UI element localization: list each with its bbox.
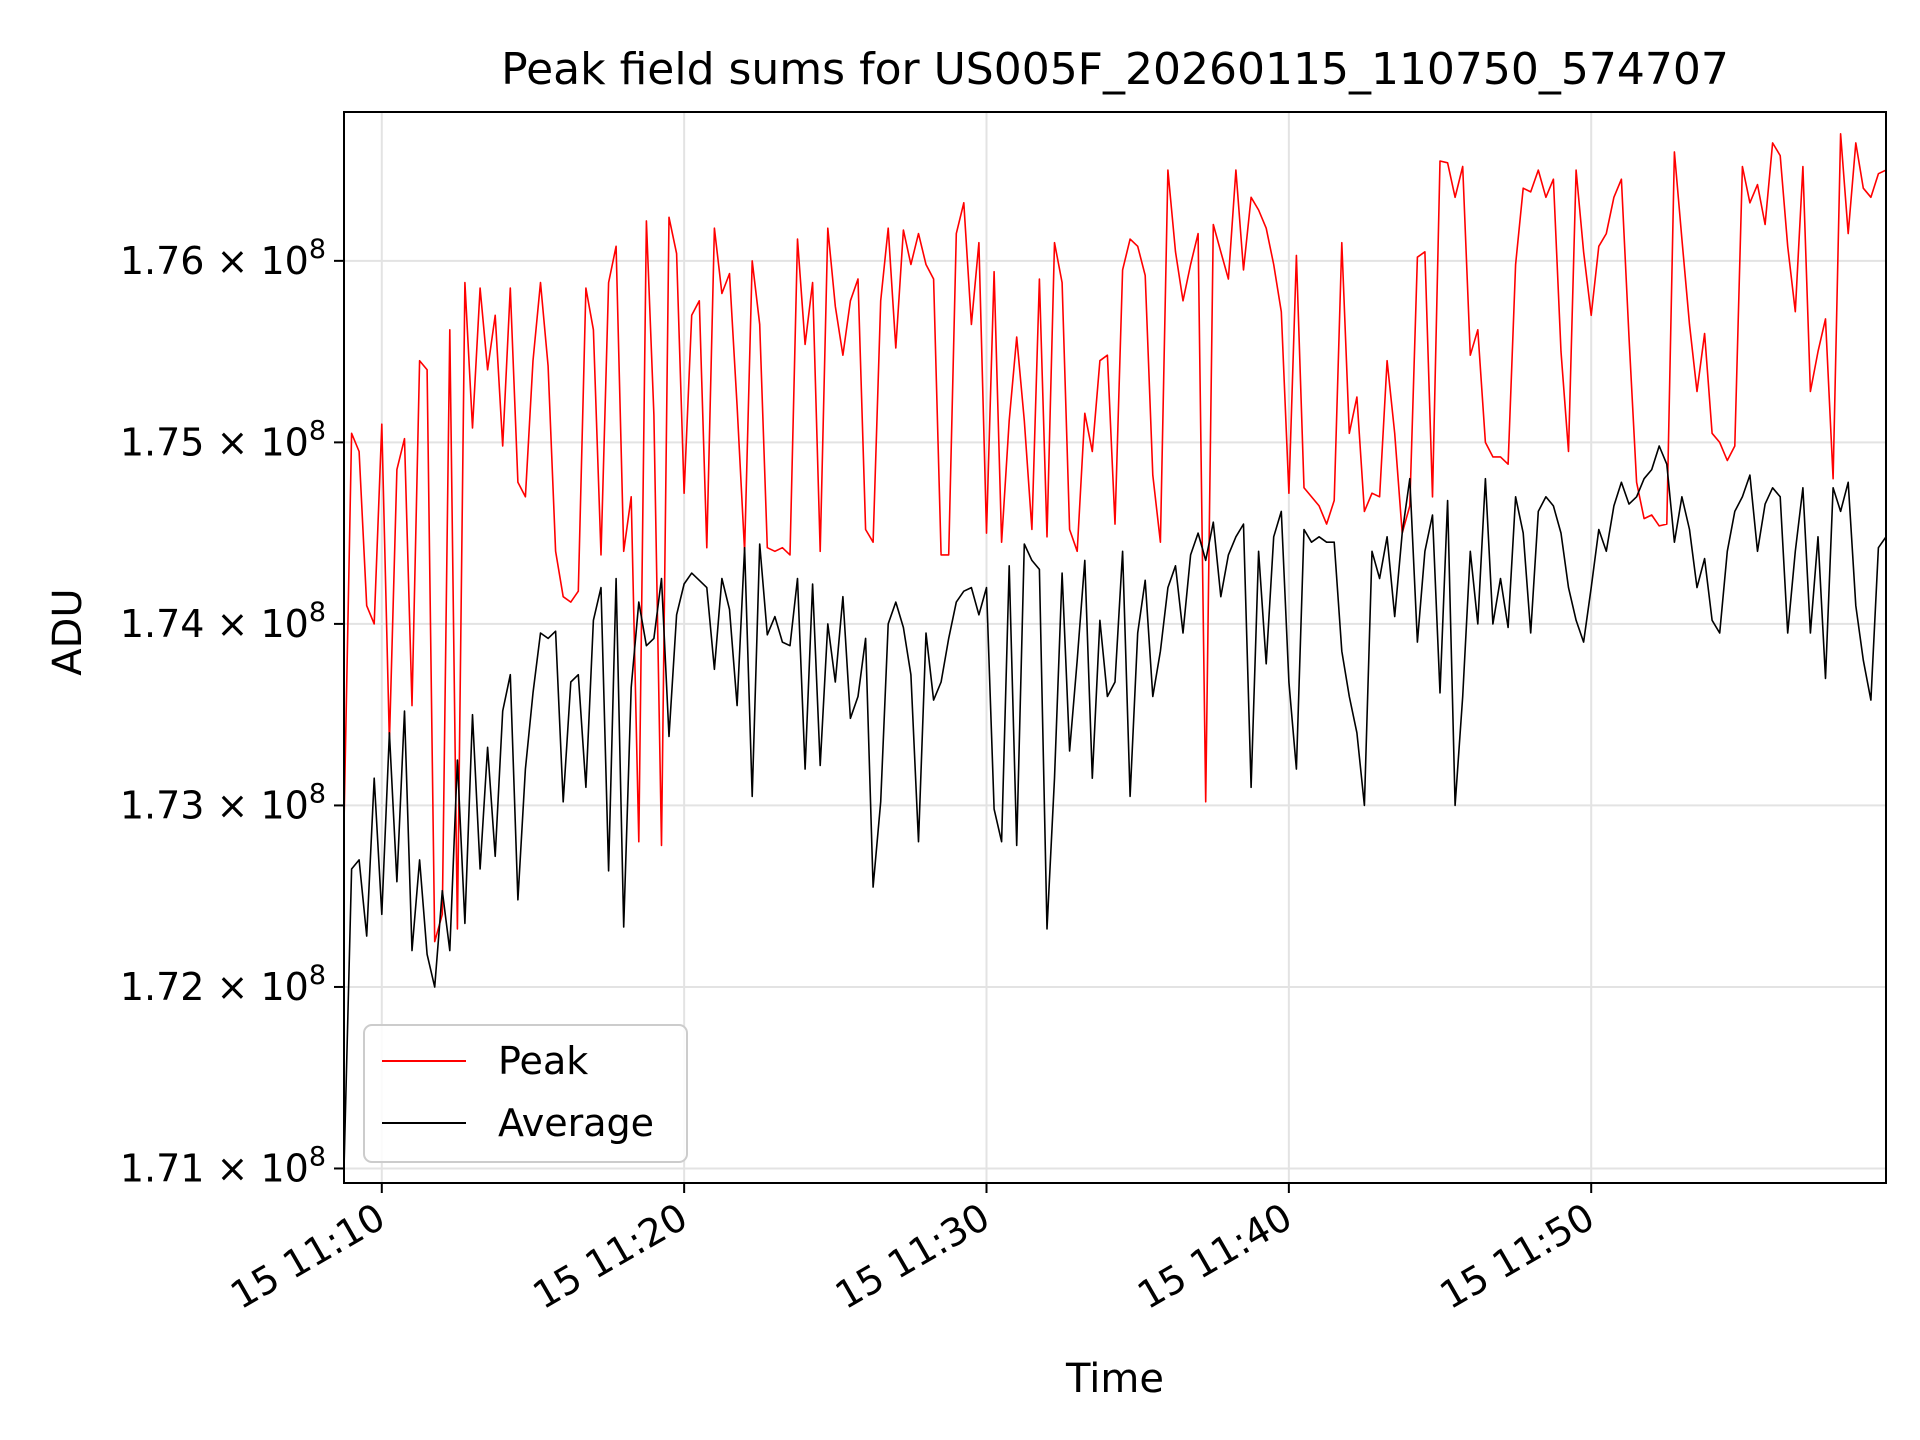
- x-axis-label: Time: [1065, 1356, 1164, 1402]
- legend-box: [363, 1024, 688, 1163]
- y-tick-mantissa: 1.73: [120, 783, 205, 827]
- y-tick-exponent: 8: [309, 234, 326, 265]
- legend-label-average: Average: [498, 1101, 654, 1145]
- grid-lines: [344, 112, 1886, 1183]
- y-tick-label: 1.71 × 108: [120, 1141, 326, 1190]
- y-tick-mantissa: 1.72: [120, 965, 205, 1009]
- y-tick-exponent: 8: [309, 778, 326, 809]
- y-tick-label: 1.74 × 108: [120, 597, 326, 646]
- axes-frame: [343, 111, 1887, 1184]
- y-tick-exponent: 8: [309, 960, 326, 991]
- y-tick-label: 1.76 × 108: [120, 234, 326, 283]
- y-tick-mantissa: 1.76: [120, 239, 205, 283]
- y-tick-mantissa: 1.75: [120, 420, 205, 464]
- series-line-peak: [344, 133, 1886, 943]
- y-tick-mantissa: 1.74: [120, 602, 205, 646]
- y-axis: 1.71 × 108 1.72 × 108 1.73 × 108 1.74 × 108…: [120, 234, 344, 1190]
- series-line-average: [344, 445, 1886, 1169]
- y-tick-exponent: 8: [309, 415, 326, 446]
- y-tick-label: 1.73 × 108: [120, 778, 326, 827]
- legend-label-peak: Peak: [498, 1039, 588, 1083]
- y-tick-label: 1.72 × 108: [120, 960, 326, 1009]
- y-tick-label: 1.75 × 108: [120, 415, 326, 464]
- y-tick-exponent: 8: [309, 597, 326, 628]
- y-tick-mantissa: 1.71: [120, 1146, 205, 1190]
- plot-area: [344, 133, 1886, 1169]
- legend: Peak Average: [363, 1024, 688, 1163]
- y-axis-label: ADU: [45, 588, 91, 675]
- chart-title: Peak field sums for US005F_20260115_1107…: [501, 44, 1729, 95]
- y-tick-exponent: 8: [309, 1141, 326, 1172]
